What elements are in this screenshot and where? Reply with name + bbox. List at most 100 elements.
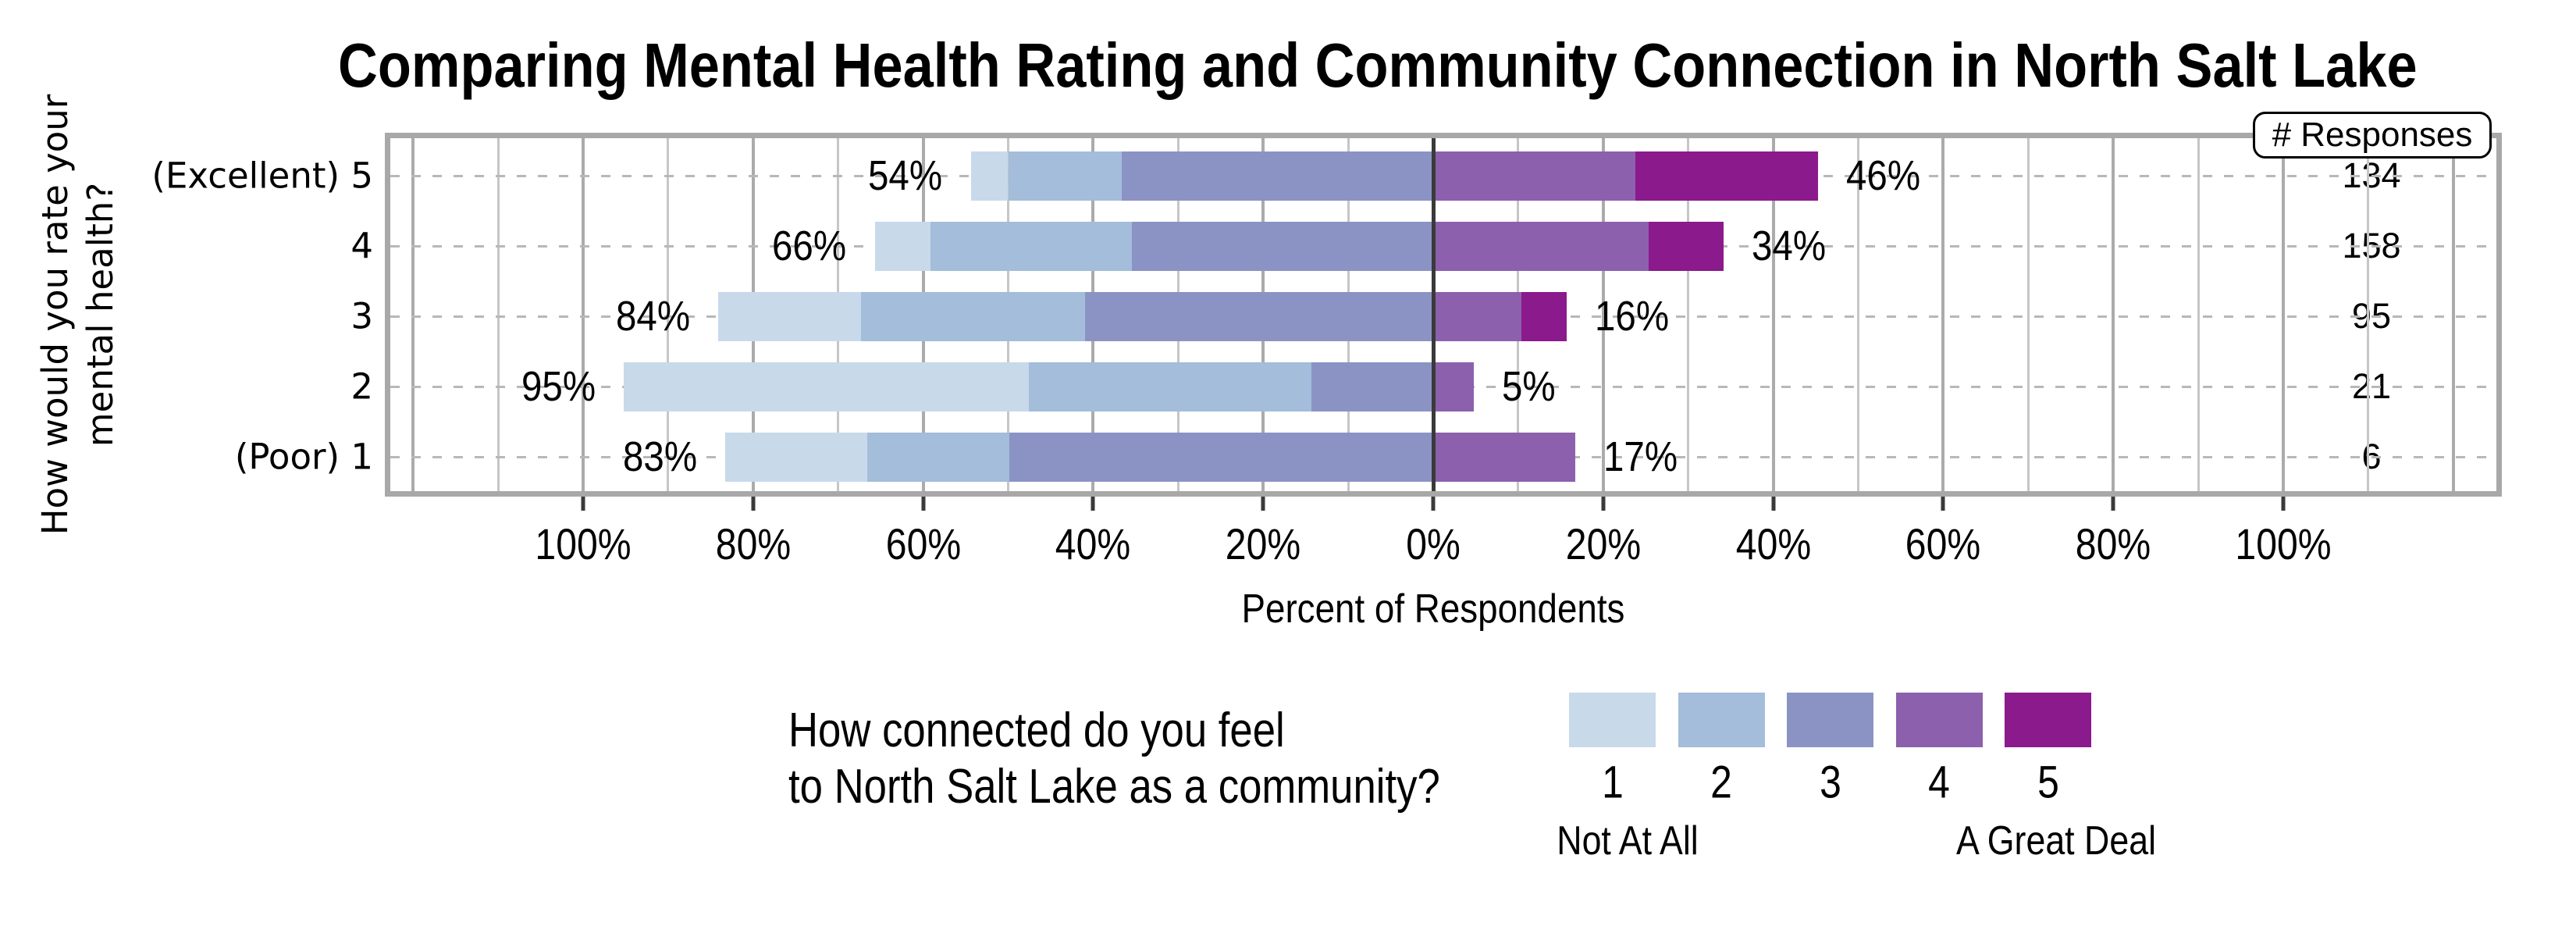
- bar-left-percent-label: 83%: [385, 433, 697, 481]
- bar-segment-level3: [1009, 432, 1433, 482]
- x-axis-tick: [1941, 497, 1945, 511]
- bar-left-percent-label-text: 66%: [772, 223, 847, 269]
- gridline-major: [2112, 138, 2115, 491]
- x-axis-tick-label-text: 20%: [1225, 519, 1301, 568]
- responses-header-box: # Responses: [2253, 112, 2492, 159]
- legend-right-anchor: A Great Deal: [1940, 818, 2172, 864]
- bar-right-percent-label: 16%: [1595, 292, 1907, 340]
- legend-swatch-level1: [1569, 693, 1656, 747]
- x-axis-tick: [751, 497, 756, 511]
- x-axis-tick-label: 40%: [1049, 518, 1137, 569]
- bar-right-percent-label-text: 46%: [1846, 152, 1921, 199]
- bar-left-percent-label-text: 83%: [622, 433, 697, 480]
- bar-segment-level2: [1028, 362, 1312, 411]
- bar-right-percent-label: 5%: [1502, 362, 1814, 411]
- x-axis-tick-label-text: 80%: [2075, 519, 2151, 568]
- legend-level-number-text: 5: [2037, 757, 2059, 808]
- gridline-minor: [1857, 138, 1859, 491]
- bar-segment-level3: [1084, 291, 1433, 341]
- x-axis-tick-label: 100%: [2227, 518, 2339, 569]
- x-axis-tick-label: 0%: [1402, 518, 1465, 569]
- bar-right-percent-label-text: 5%: [1502, 363, 1556, 410]
- chart-title-text: Comparing Mental Health Rating and Commu…: [337, 30, 2418, 100]
- x-axis-tick-label-text: 40%: [1055, 519, 1131, 568]
- x-axis-tick: [1601, 497, 1606, 511]
- bar-segment-level2: [930, 221, 1133, 271]
- bar-segment-level1: [724, 432, 867, 482]
- plot-frame: [385, 133, 2502, 497]
- bar-left-percent-label-text: 54%: [868, 152, 943, 199]
- x-axis-tick-label: 80%: [710, 518, 797, 569]
- bar-segment-level5: [1521, 291, 1567, 341]
- bar-segment-level4: [1433, 432, 1575, 482]
- legend-swatch-level3: [1787, 693, 1873, 747]
- gridline-major: [2282, 138, 2285, 491]
- x-axis-tick: [2111, 497, 2115, 511]
- x-axis-tick: [1431, 497, 1436, 511]
- x-axis-tick: [1771, 497, 1776, 511]
- zero-axis-line: [1431, 138, 1436, 491]
- x-axis-label: Percent of Respondents: [0, 586, 2576, 632]
- gridline-minor: [2197, 138, 2200, 491]
- gridline-minor: [496, 138, 500, 491]
- bar-left-percent-label-text: 84%: [616, 293, 691, 340]
- x-axis-label-text: Percent of Respondents: [1241, 586, 1625, 632]
- bar-segment-level1: [718, 291, 862, 341]
- x-axis-tick-label: 60%: [1899, 518, 1987, 569]
- legend-level-number-text: 4: [1928, 757, 1950, 808]
- bar-segment-level2: [866, 432, 1009, 482]
- gridline-major: [2451, 138, 2455, 491]
- x-axis-tick-label-text: 100%: [535, 519, 632, 568]
- bar-left-percent-label: 84%: [378, 292, 690, 340]
- plot-area: [390, 138, 2496, 491]
- bar-segment-level1: [970, 151, 1009, 201]
- legend-level-number: 1: [1599, 757, 1624, 809]
- x-axis-tick: [1261, 497, 1265, 511]
- bar-segment-level5: [1635, 151, 1819, 201]
- legend-level-number: 5: [2035, 757, 2060, 809]
- row-label: 4: [350, 225, 373, 267]
- bar-segment-level2: [861, 291, 1085, 341]
- bar-left-percent-label-text: 95%: [521, 363, 596, 410]
- bar-segment-level1: [874, 221, 931, 271]
- legend-question-line1: How connected do you feel: [788, 704, 1285, 757]
- x-axis-tick-label: 40%: [1730, 518, 1817, 569]
- row-label: 3: [350, 295, 373, 337]
- x-axis-tick-label: 20%: [1560, 518, 1647, 569]
- responses-header-label: # Responses: [2272, 116, 2473, 154]
- bar-segment-level5: [1648, 221, 1724, 271]
- bar-segment-level1: [624, 362, 1029, 411]
- bar-right-percent-label: 34%: [1752, 222, 2064, 270]
- legend-swatch-level5: [2005, 693, 2091, 747]
- legend-right-anchor-text: A Great Deal: [1955, 818, 2157, 864]
- bar-segment-level2: [1008, 151, 1123, 201]
- legend-left-anchor-text: Not At All: [1557, 818, 1699, 864]
- gridline-minor: [1687, 138, 1690, 491]
- legend-level-number: 4: [1927, 757, 1952, 809]
- x-axis-tick-label-text: 60%: [885, 519, 961, 568]
- legend-level-number-text: 3: [1819, 757, 1841, 808]
- bar-segment-level3: [1132, 221, 1433, 271]
- gridline-minor: [2367, 138, 2370, 491]
- row-label: 2: [350, 365, 373, 408]
- bar-right-percent-label-text: 16%: [1594, 293, 1670, 340]
- bar-right-percent-label-text: 17%: [1603, 433, 1678, 480]
- bar-right-percent-label: 17%: [1603, 433, 1916, 481]
- gridline-major: [582, 138, 585, 491]
- gridline-major: [1601, 138, 1605, 491]
- bar-segment-level4: [1433, 151, 1636, 201]
- gridline-major: [1771, 138, 1775, 491]
- legend-left-anchor: Not At All: [1546, 818, 1710, 864]
- x-axis-tick-label: 80%: [2069, 518, 2157, 569]
- gridline-major: [411, 138, 415, 491]
- bar-segment-level3: [1311, 362, 1433, 411]
- gridline-major: [1941, 138, 1945, 491]
- x-axis-tick-label-text: 100%: [2235, 519, 2332, 568]
- legend-level-number-text: 1: [1601, 757, 1624, 808]
- bar-left-percent-label: 54%: [631, 151, 943, 200]
- x-axis-tick-label: 60%: [880, 518, 967, 569]
- bar-right-percent-label-text: 34%: [1752, 223, 1827, 269]
- bar-segment-level3: [1122, 151, 1433, 201]
- bar-left-percent-label: 95%: [283, 362, 596, 411]
